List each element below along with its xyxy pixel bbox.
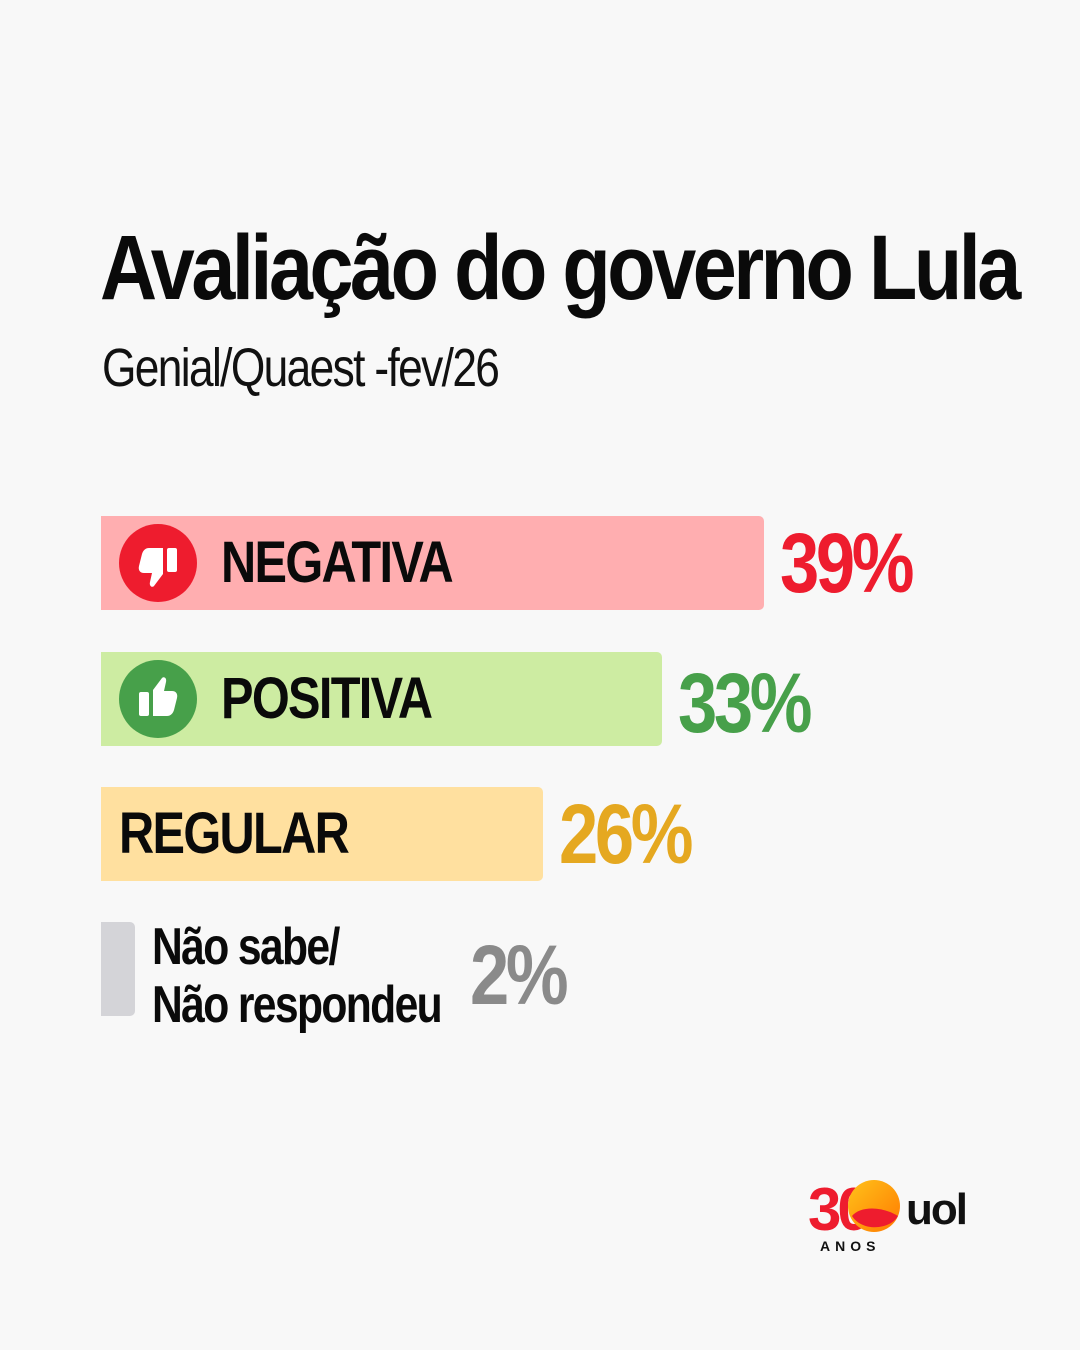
logo-brand: uol (906, 1185, 966, 1234)
thumbs-down-icon (119, 524, 197, 602)
bar-label-regular: REGULAR (119, 801, 350, 866)
logo-anos: ANOS (820, 1238, 881, 1254)
bar-label-negativa: NEGATIVA (221, 530, 454, 595)
bar-label-nao-sabe: Não sabe/ Não respondeu (152, 918, 443, 1034)
thumbs-up-icon (119, 660, 197, 738)
page-subtitle: Genial/Quaest -fev/26 (102, 338, 500, 398)
bar-label-positiva: POSITIVA (221, 666, 433, 731)
value-label-regular: 26% (559, 787, 694, 881)
bar-nao-sabe (101, 922, 135, 1016)
bar-negativa: NEGATIVA (101, 516, 764, 610)
value-label-negativa: 39% (780, 516, 915, 610)
bar-label-nao-sabe-line2: Não respondeu (152, 976, 443, 1034)
bar-positiva: POSITIVA (101, 652, 662, 746)
uol-30-anos-logo: 30 uol (808, 1176, 968, 1243)
bar-label-nao-sabe-line1: Não sabe/ (152, 918, 340, 976)
value-label-nao-sabe: 2% (470, 928, 569, 1022)
value-label-positiva: 33% (678, 656, 813, 750)
bar-regular: REGULAR (101, 787, 543, 881)
page-title: Avaliação do governo Lula (100, 217, 1021, 319)
